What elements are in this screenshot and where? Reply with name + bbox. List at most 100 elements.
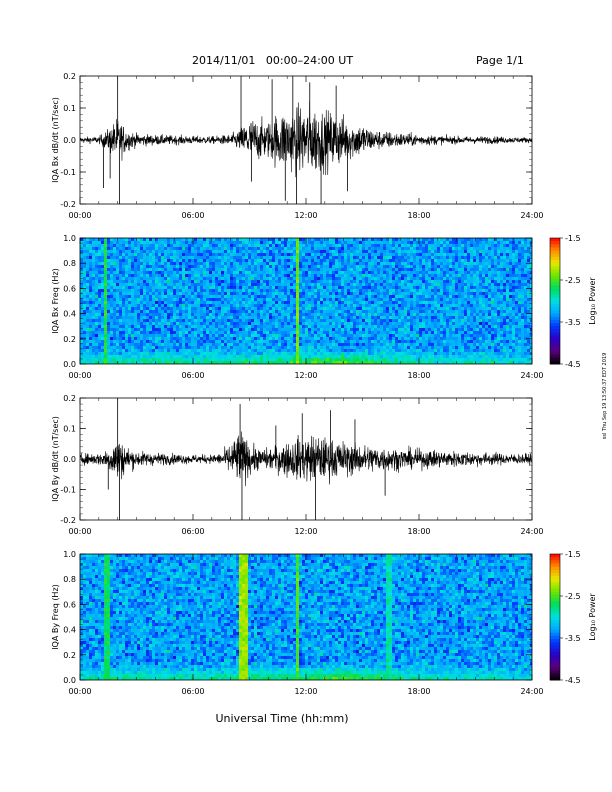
- spectrogram-cell: [104, 316, 107, 319]
- spectrogram-cell: [149, 343, 152, 346]
- spectrogram-cell: [329, 307, 332, 310]
- spectrogram-cell: [344, 253, 347, 256]
- spectrogram-cell: [137, 259, 140, 262]
- spectrogram-cell: [383, 274, 386, 277]
- spectrogram-cell: [113, 346, 116, 349]
- spectrogram-cell: [296, 271, 299, 274]
- spectrogram-cell: [212, 346, 215, 349]
- spectrogram-cell: [119, 256, 122, 259]
- spectrogram-cell: [374, 349, 377, 352]
- spectrogram-cell: [113, 307, 116, 310]
- spectrogram-cell: [335, 280, 338, 283]
- spectrogram-cell: [89, 247, 92, 250]
- spectrogram-cell: [422, 289, 425, 292]
- spectrogram-cell: [290, 262, 293, 265]
- spectrogram-cell: [419, 337, 422, 340]
- spectrogram-cell: [116, 244, 119, 247]
- spectrogram-cell: [311, 334, 314, 337]
- spectrogram-cell: [122, 253, 125, 256]
- spectrogram-cell: [356, 247, 359, 250]
- spectrogram-cell: [422, 250, 425, 253]
- spectrogram-cell: [281, 355, 284, 358]
- spectrogram-cell: [359, 307, 362, 310]
- spectrogram-cell: [95, 337, 98, 340]
- spectrogram-cell: [341, 310, 344, 313]
- spectrogram-cell: [422, 274, 425, 277]
- spectrogram-cell: [386, 328, 389, 331]
- spectrogram-cell: [305, 271, 308, 274]
- spectrogram-cell: [128, 337, 131, 340]
- spectrogram-cell: [299, 265, 302, 268]
- spectrogram-cell: [212, 361, 215, 364]
- x-tick-label: 06:00: [181, 211, 204, 220]
- spectrogram-cell: [248, 331, 251, 334]
- spectrogram-cell: [380, 352, 383, 355]
- spectrogram-cell: [368, 301, 371, 304]
- spectrogram-cell: [146, 337, 149, 340]
- spectrogram-cell: [260, 268, 263, 271]
- spectrogram-cell: [182, 283, 185, 286]
- spectrogram-cell: [122, 334, 125, 337]
- spectrogram-cell: [206, 247, 209, 250]
- spectrogram-cell: [221, 262, 224, 265]
- spectrogram-cell: [83, 247, 86, 250]
- spectrogram-cells: [80, 238, 532, 364]
- spectrogram-cell: [131, 271, 134, 274]
- spectrogram-cell: [377, 316, 380, 319]
- spectrogram-cell: [266, 238, 269, 241]
- spectrogram-cell: [284, 352, 287, 355]
- spectrogram-cell: [125, 295, 128, 298]
- spectrogram-cell: [209, 280, 212, 283]
- spectrogram-cell: [323, 268, 326, 271]
- spectrogram-cell: [287, 325, 290, 328]
- spectrogram-cell: [278, 361, 281, 364]
- spectrogram-cell: [101, 343, 104, 346]
- spectrogram-cell: [113, 271, 116, 274]
- spectrogram-cell: [206, 289, 209, 292]
- spectrogram-cell: [371, 358, 374, 361]
- spectrogram-cell: [176, 331, 179, 334]
- spectrogram-cell: [344, 301, 347, 304]
- spectrogram-cell: [182, 319, 185, 322]
- spectrogram-cell: [293, 247, 296, 250]
- spectrogram-cell: [119, 325, 122, 328]
- spectrogram-cell: [263, 292, 266, 295]
- spectrogram-cell: [374, 319, 377, 322]
- spectrogram-cell: [224, 250, 227, 253]
- spectrogram-cell: [161, 271, 164, 274]
- spectrogram-cell: [236, 286, 239, 289]
- spectrogram-cell: [392, 358, 395, 361]
- spectrogram-cell: [143, 238, 146, 241]
- spectrogram-cell: [359, 292, 362, 295]
- spectrogram-cell: [95, 316, 98, 319]
- spectrogram-cell: [188, 346, 191, 349]
- spectrogram-cell: [254, 256, 257, 259]
- spectrogram-cell: [359, 319, 362, 322]
- spectrogram-cell: [143, 334, 146, 337]
- spectrogram-cell: [239, 295, 242, 298]
- spectrogram-cell: [104, 325, 107, 328]
- spectrogram-cell: [218, 265, 221, 268]
- spectrogram-cell: [251, 355, 254, 358]
- spectrogram-cell: [302, 253, 305, 256]
- spectrogram-cell: [257, 334, 260, 337]
- spectrogram-cell: [167, 268, 170, 271]
- spectrogram-cell: [290, 313, 293, 316]
- spectrogram-cell: [197, 241, 200, 244]
- spectrogram-cell: [356, 355, 359, 358]
- spectrogram-cell: [89, 313, 92, 316]
- spectrogram-cell: [230, 349, 233, 352]
- spectrogram-cell: [173, 307, 176, 310]
- spectrogram-cell: [170, 238, 173, 241]
- spectrogram-cell: [227, 283, 230, 286]
- spectrogram-cell: [194, 265, 197, 268]
- spectrogram-cell: [167, 337, 170, 340]
- spectrogram-cell: [425, 316, 428, 319]
- spectrogram-cell: [374, 289, 377, 292]
- spectrogram-cell: [410, 310, 413, 313]
- spectrogram-cell: [188, 301, 191, 304]
- spectrogram-cell: [242, 262, 245, 265]
- spectrogram-cell: [113, 262, 116, 265]
- spectrogram-cell: [191, 301, 194, 304]
- spectrogram-cell: [86, 238, 89, 241]
